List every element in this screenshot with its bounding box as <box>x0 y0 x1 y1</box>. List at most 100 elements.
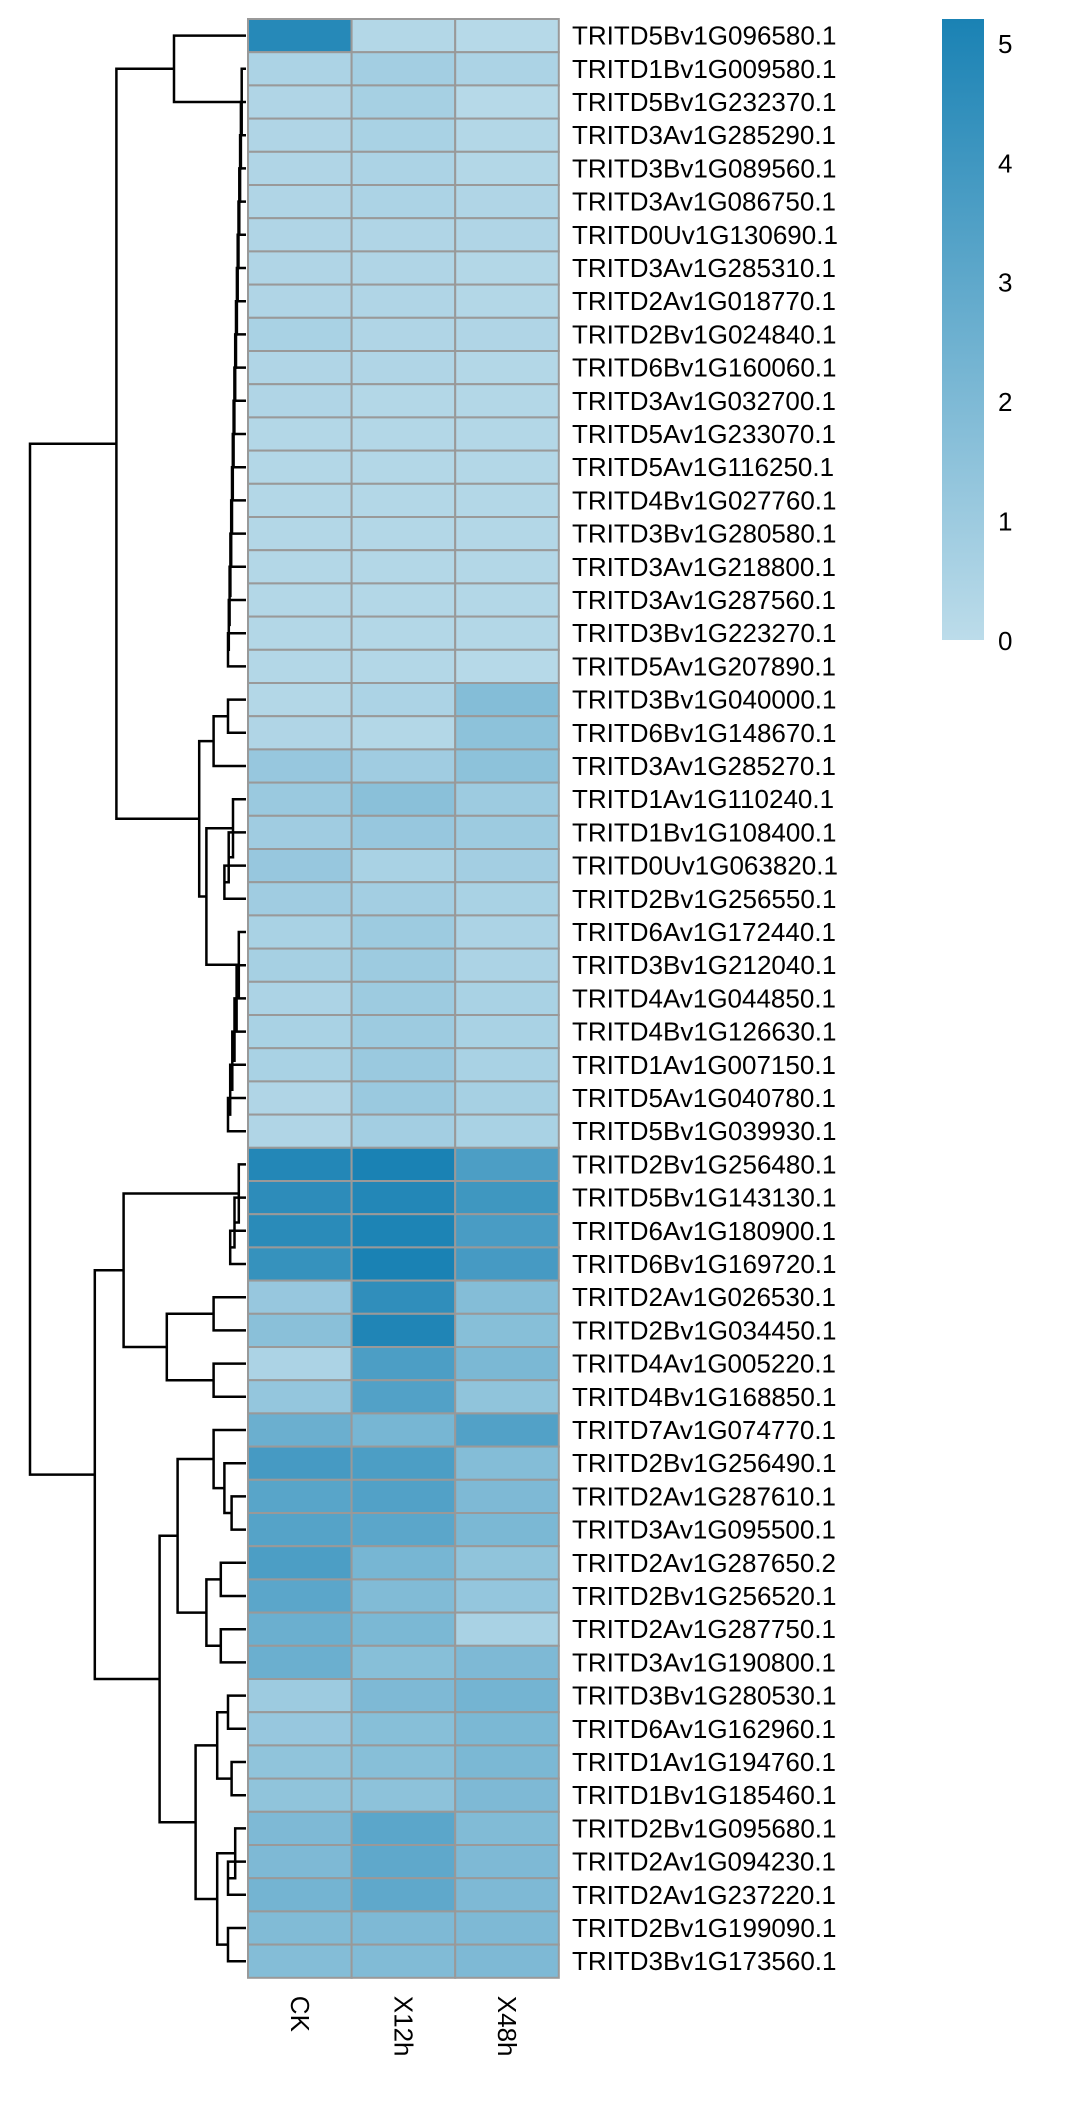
heatmap-cell <box>350 316 457 352</box>
heatmap-cell <box>350 1047 457 1083</box>
heatmap-cell <box>350 582 457 618</box>
row-label: TRITD5Av1G116250.1 <box>572 452 834 482</box>
legend-tick-label: 0 <box>998 626 1012 656</box>
row-label: TRITD6Av1G180900.1 <box>572 1216 836 1246</box>
heatmap-cell <box>350 1312 457 1349</box>
row-label: TRITD3Bv1G280530.1 <box>572 1681 836 1711</box>
row-label: TRITD1Av1G194760.1 <box>572 1747 836 1777</box>
row-label: TRITD2Bv1G256480.1 <box>572 1149 836 1179</box>
heatmap-cell <box>247 1412 353 1448</box>
row-label: TRITD4Bv1G126630.1 <box>572 1017 836 1047</box>
heatmap-cell <box>454 383 560 419</box>
heatmap-cell <box>247 781 353 817</box>
heatmap-cell <box>454 51 560 87</box>
dendrogram-branch <box>230 1760 246 1797</box>
heatmap-cell <box>247 1943 353 1979</box>
heatmap-cell <box>350 648 457 684</box>
row-label: TRITD3Av1G287560.1 <box>572 585 836 615</box>
heatmap-cell <box>454 781 560 817</box>
heatmap-cell <box>350 1478 457 1515</box>
heatmap-cell <box>454 1047 560 1083</box>
heatmap-cell <box>454 516 560 552</box>
heatmap-cell <box>247 383 353 419</box>
dendrogram-branch <box>224 831 246 884</box>
heatmap-cell <box>350 1678 457 1714</box>
dendrogram-branch <box>226 1926 246 1963</box>
heatmap-cell <box>454 648 560 684</box>
heatmap-cell <box>454 1014 560 1050</box>
row-label: TRITD2Av1G287750.1 <box>572 1614 836 1644</box>
heatmap-cell <box>454 217 560 253</box>
heatmap-cell <box>454 980 560 1016</box>
row-label: TRITD2Av1G094230.1 <box>572 1847 836 1877</box>
heatmap-cell <box>350 1810 457 1847</box>
heatmap-cell <box>247 848 353 884</box>
heatmap-cell <box>350 1379 457 1415</box>
column-label: CK <box>285 1996 315 2033</box>
heatmap-cell <box>247 1678 353 1714</box>
heatmap-cell <box>454 1644 560 1681</box>
row-label: TRITD3Av1G218800.1 <box>572 552 836 582</box>
heatmap-cell <box>454 1445 560 1481</box>
heatmap-cell <box>350 1445 457 1481</box>
row-label: TRITD3Av1G190800.1 <box>572 1647 836 1677</box>
heatmap-cell <box>350 1213 457 1249</box>
heatmap-cell <box>454 1412 560 1448</box>
heatmap-cell <box>350 150 457 187</box>
row-label: TRITD3Bv1G173560.1 <box>572 1946 836 1976</box>
dendrogram-branch <box>176 1457 214 1614</box>
heatmap-cell <box>454 814 560 850</box>
heatmap-cell <box>350 1412 457 1448</box>
heatmap-cell <box>350 1910 457 1946</box>
heatmap-cell <box>454 1379 560 1415</box>
heatmap-cell <box>350 250 457 286</box>
dendrogram-branch <box>165 1312 214 1382</box>
heatmap-cell <box>454 1346 560 1382</box>
row-label: TRITD4Bv1G027760.1 <box>572 485 836 515</box>
heatmap-cell <box>350 1844 457 1880</box>
heatmap-cell <box>454 1312 560 1349</box>
row-label: TRITD4Bv1G168850.1 <box>572 1382 836 1412</box>
heatmap-cell <box>247 1711 353 1747</box>
heatmap-cell <box>350 848 457 884</box>
heatmap-cell <box>454 416 560 452</box>
row-label: TRITD3Bv1G223270.1 <box>572 618 836 648</box>
heatmap-cell <box>454 84 560 120</box>
legend-tick-label: 1 <box>998 507 1012 537</box>
heatmap-cell <box>454 1611 560 1647</box>
heatmap-cell <box>350 1512 457 1548</box>
row-label: TRITD2Av1G287610.1 <box>572 1481 836 1511</box>
heatmap-cell <box>454 1146 560 1183</box>
heatmap-cell <box>247 1611 353 1647</box>
heatmap-cell <box>454 1877 560 1913</box>
heatmap-cell <box>350 1877 457 1913</box>
dendrogram-branch <box>226 631 246 668</box>
heatmap-cell <box>247 1246 353 1282</box>
heatmap-cell <box>454 715 560 751</box>
heatmap-cell <box>454 18 560 54</box>
heatmap-cell <box>454 1844 560 1880</box>
heatmap-cell <box>247 18 353 54</box>
row-label: TRITD0Uv1G130690.1 <box>572 220 838 250</box>
row-label: TRITD3Bv1G040000.1 <box>572 685 836 715</box>
row-label: TRITD6Bv1G169720.1 <box>572 1249 836 1279</box>
dendrogram-branch <box>212 1295 246 1332</box>
heatmap-cell <box>454 350 560 386</box>
dendrogram-branch <box>215 1852 236 1946</box>
heatmap-cell <box>454 1080 560 1116</box>
heatmap-cell <box>247 217 353 253</box>
heatmap-cell <box>247 416 353 452</box>
dendrogram-branch <box>226 1694 246 1731</box>
heatmap-cell <box>350 416 457 452</box>
heatmap-cell <box>454 682 560 718</box>
row-label: TRITD1Bv1G185460.1 <box>572 1780 836 1810</box>
dendrogram-branch <box>172 34 246 104</box>
heatmap-cell <box>350 482 457 518</box>
row-label: TRITD4Av1G044850.1 <box>572 983 836 1013</box>
column-labels: CK X12h X48h <box>285 1996 522 2057</box>
heatmap-cell <box>247 1379 353 1415</box>
heatmap-cell <box>454 1213 560 1249</box>
heatmap-cell <box>247 1844 353 1880</box>
heatmap-cell <box>350 1777 457 1813</box>
legend-tick-label: 5 <box>998 29 1012 59</box>
